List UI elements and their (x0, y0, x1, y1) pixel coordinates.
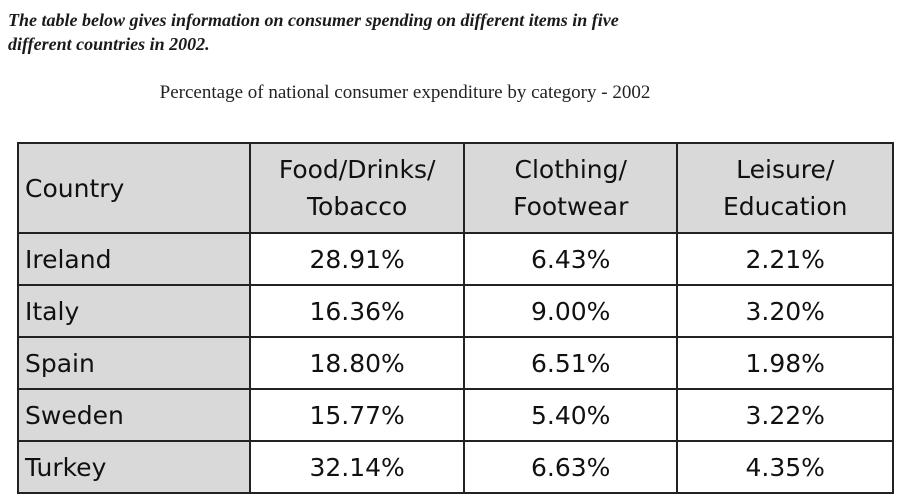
table-row: Sweden 15.77% 5.40% 3.22% (16, 388, 894, 442)
cell-leisure: 1.98% (676, 336, 894, 390)
table-row: Ireland 28.91% 6.43% 2.21% (16, 232, 894, 286)
header-leisure: Leisure/ Education (676, 142, 894, 234)
cell-country: Ireland (16, 232, 252, 286)
header-clothing-line-1: Clothing/ (514, 155, 627, 184)
cell-food: 15.77% (249, 388, 465, 442)
cell-country: Spain (16, 336, 252, 390)
header-leisure-line-2: Education (723, 192, 848, 221)
intro-line-2: different countries in 2002. (8, 34, 210, 54)
cell-food: 18.80% (249, 336, 465, 390)
cell-food: 16.36% (249, 284, 465, 338)
caption-text: Percentage of national consumer expendit… (159, 82, 651, 103)
header-leisure-line-1: Leisure/ (736, 155, 835, 184)
header-clothing: Clothing/ Footwear (462, 142, 679, 234)
cell-clothing: 6.63% (462, 440, 679, 494)
table-row: Spain 18.80% 6.51% 1.98% (16, 336, 894, 390)
table-row: Italy 16.36% 9.00% 3.20% (16, 284, 894, 338)
cell-leisure: 3.22% (676, 388, 894, 442)
cell-country: Turkey (16, 440, 252, 494)
cell-leisure: 2.21% (676, 232, 894, 286)
cell-food: 28.91% (249, 232, 465, 286)
table-caption: Percentage of national consumer expendit… (0, 82, 910, 104)
table-row: Turkey 32.14% 6.63% 4.35% (16, 440, 894, 494)
header-country-label: Country (25, 173, 125, 203)
cell-clothing: 5.40% (462, 388, 679, 442)
header-food-line-1: Food/Drinks/ (278, 155, 436, 184)
header-clothing-line-2: Footwear (513, 192, 629, 221)
intro-text: The table below gives information on con… (8, 8, 768, 56)
header-row: Country Food/Drinks/ Tobacco Clothing/ F… (16, 142, 894, 234)
cell-clothing: 6.51% (462, 336, 679, 390)
header-food: Food/Drinks/ Tobacco (249, 142, 465, 234)
cell-leisure: 3.20% (676, 284, 894, 338)
cell-leisure: 4.35% (676, 440, 894, 494)
header-food-line-2: Tobacco (307, 192, 408, 221)
expenditure-table: Country Food/Drinks/ Tobacco Clothing/ F… (16, 142, 894, 494)
cell-country: Italy (16, 284, 252, 338)
intro-line-1: The table below gives information on con… (8, 10, 619, 30)
cell-country: Sweden (16, 388, 252, 442)
cell-clothing: 9.00% (462, 284, 679, 338)
cell-clothing: 6.43% (462, 232, 679, 286)
header-country: Country (16, 142, 252, 234)
cell-food: 32.14% (249, 440, 465, 494)
